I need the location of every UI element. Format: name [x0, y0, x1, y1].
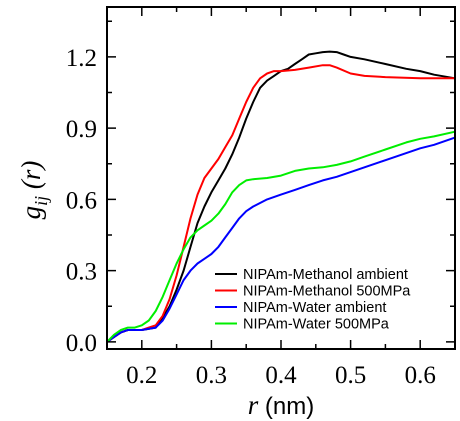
legend-label-nipam-water-ambient: NIPAm-Water ambient — [243, 300, 386, 316]
x-tick-label: 0.2 — [126, 362, 157, 389]
y-tick-label: 0.6 — [66, 187, 97, 214]
legend-label-nipam-methanol-500mpa: NIPAm-Methanol 500MPa — [243, 284, 411, 300]
x-axis-unit: (nm) — [258, 393, 314, 420]
y-axis-label: gij (r) — [16, 161, 51, 220]
legend-label-nipam-water-500mpa: NIPAm-Water 500MPa — [243, 317, 390, 333]
y-tick-label: 0.3 — [66, 259, 97, 286]
series-line-nipam-water-500mpa — [106, 130, 456, 343]
series-line-nipam-water-ambient — [106, 136, 456, 343]
x-tick-label: 0.4 — [265, 362, 297, 389]
y-axis-variable: g — [16, 206, 46, 220]
x-tick-label: 0.3 — [196, 362, 227, 389]
y-axis: 0.0 0.3 0.6 0.9 1.2 — [66, 20, 455, 357]
series-line-nipam-methanol-500mpa — [106, 64, 455, 343]
x-axis: 0.2 0.3 0.4 0.5 0.6 — [106, 7, 456, 389]
y-axis-subscript: ij — [31, 196, 51, 206]
y-tick-label: 1.2 — [66, 45, 97, 72]
x-tick-label: 0.5 — [335, 362, 366, 389]
x-axis-label: r (nm) — [248, 390, 315, 420]
legend-label-nipam-methanol-ambient: NIPAm-Methanol ambient — [243, 267, 408, 283]
series-layer — [106, 50, 456, 343]
y-tick-label: 0.0 — [66, 330, 97, 357]
x-tick-label: 0.6 — [405, 362, 436, 389]
y-axis-argument: (r) — [16, 161, 46, 196]
y-tick-label: 0.9 — [66, 116, 97, 143]
x-axis-variable: r — [248, 390, 259, 420]
series-line-nipam-methanol-ambient — [106, 50, 456, 343]
